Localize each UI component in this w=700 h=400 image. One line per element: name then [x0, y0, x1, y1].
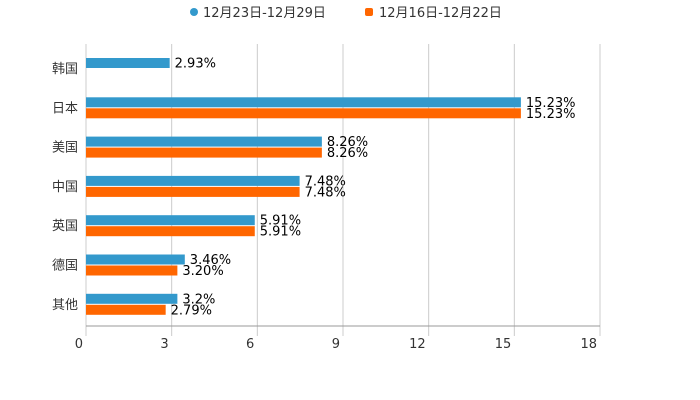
bar-series-a [86, 254, 185, 265]
x-tick-label: 18 [580, 337, 597, 352]
category-label: 其他 [52, 298, 78, 313]
data-label: 7.48% [305, 185, 346, 200]
bar-series-b [86, 186, 300, 197]
data-label: 5.91% [260, 214, 301, 229]
x-tick-label: 9 [332, 337, 340, 352]
bar-series-a [86, 175, 300, 186]
bar-series-b [86, 265, 178, 276]
category-label: 韩国 [52, 62, 78, 77]
legend-label-series-b: 12月16日-12月22日 [379, 6, 502, 21]
x-axis: 0 3 6 9 12 15 18 [75, 325, 600, 352]
data-label: 7.48% [305, 174, 346, 189]
category-label: 美国 [52, 141, 78, 156]
category-label: 日本 [52, 101, 78, 116]
data-label: 15.23% [526, 96, 576, 111]
x-tick-label: 12 [409, 337, 426, 352]
bars [86, 58, 521, 315]
bar-series-a [86, 293, 178, 304]
bar-series-b [86, 226, 255, 237]
data-label: 3.2% [182, 292, 215, 307]
category-label: 德国 [52, 259, 78, 274]
bar-series-a [86, 97, 521, 108]
data-label: 2.79% [171, 303, 212, 318]
data-label: 8.26% [327, 135, 368, 150]
data-label: 5.91% [260, 225, 301, 240]
data-label: 2.93% [175, 57, 216, 72]
bar-series-a [86, 58, 170, 68]
bar-series-b [86, 304, 166, 315]
legend-label-series-a: 12月23日-12月29日 [203, 6, 326, 21]
legend-marker-series-a [190, 8, 198, 16]
data-label: 8.26% [327, 146, 368, 161]
bar-series-a [86, 136, 322, 147]
data-label: 15.23% [526, 107, 576, 122]
data-label: 3.46% [190, 253, 231, 268]
x-tick-label: 6 [246, 337, 254, 352]
bar-series-b [86, 108, 521, 119]
bar-series-a [86, 215, 255, 226]
data-label: 3.20% [182, 264, 223, 279]
legend-marker-series-b [365, 8, 373, 16]
x-tick-label: 15 [495, 337, 512, 352]
x-tick-label: 0 [75, 337, 83, 352]
bar-series-b [86, 147, 322, 158]
value-labels: 2.93% 15.23%15.23% 8.26%8.26% 7.48%7.48% 5.9… [171, 57, 576, 319]
x-tick-label: 3 [160, 337, 168, 352]
category-label: 英国 [52, 219, 78, 234]
legend: 12月23日-12月29日 12月16日-12月22日 [190, 6, 502, 21]
category-label: 中国 [52, 180, 78, 195]
